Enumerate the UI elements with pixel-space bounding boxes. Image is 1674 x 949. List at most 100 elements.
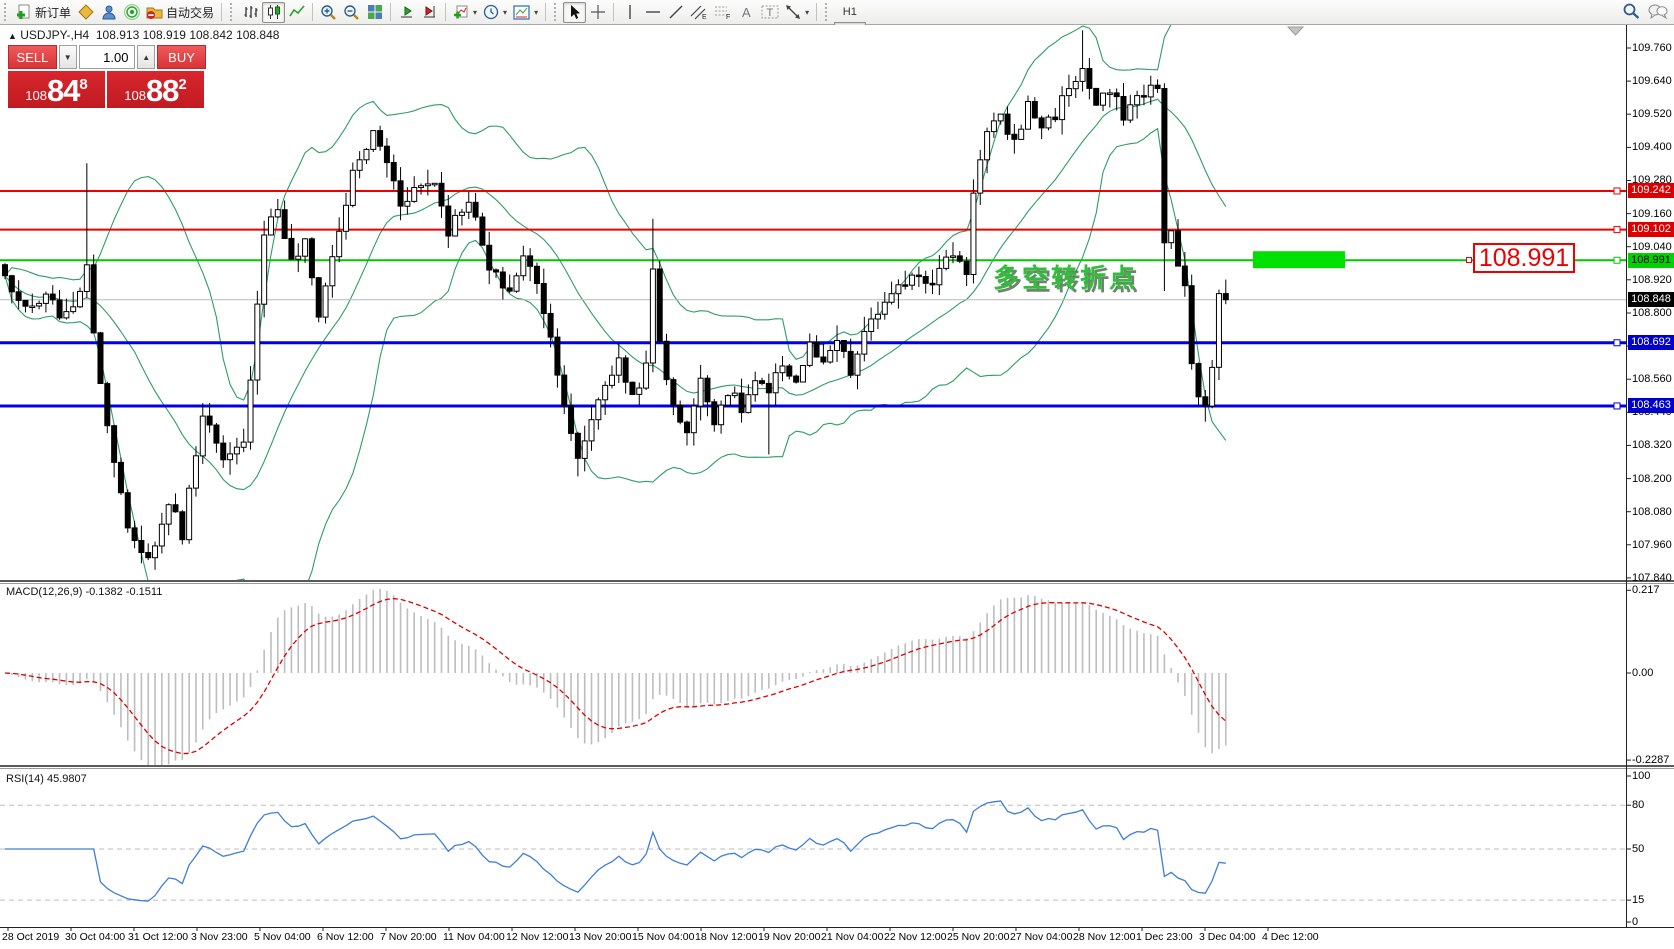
fibonacci-button[interactable]: F — [711, 2, 735, 23]
horizontal-line-icon — [645, 11, 660, 13]
macd-scale-label: 0.00 — [1632, 667, 1654, 679]
time-axis-label: 3 Nov 23:00 — [191, 931, 248, 943]
equidistant-channel-button[interactable]: E — [687, 2, 711, 23]
price-badge-108.991: 108.991 — [1628, 252, 1674, 268]
volume-up-button[interactable]: ▲ — [137, 45, 156, 69]
chart-shift-icon — [423, 6, 435, 18]
signal-icon — [123, 4, 140, 20]
time-axis-label: 28 Oct 2019 — [2, 931, 60, 943]
hline-handle[interactable] — [1613, 256, 1621, 264]
price-axis-label: 108.800 — [1632, 306, 1672, 319]
sell-price-box[interactable]: 108 84 8 — [8, 71, 105, 108]
line-chart-icon — [288, 5, 305, 17]
vertical-line-button[interactable] — [618, 2, 641, 23]
text-a-icon: A — [742, 5, 751, 20]
toolbar-grip[interactable] — [4, 3, 10, 21]
price-axis-label: 108.560 — [1632, 373, 1672, 386]
text-label-button[interactable]: T — [758, 2, 782, 23]
text-button[interactable]: A — [735, 2, 758, 23]
svg-text:F: F — [726, 14, 730, 20]
templates-button[interactable]: ▾ — [510, 2, 541, 23]
price-tag-label[interactable]: 108.991 — [1473, 243, 1575, 273]
time-axis-label: 1 Dec 23:00 — [1136, 931, 1193, 943]
sell-button[interactable]: SELL — [8, 45, 57, 69]
sell-price-prefix: 108 — [25, 88, 47, 103]
toolbar-grip[interactable] — [230, 3, 236, 21]
volume-input[interactable]: 1.00 — [78, 45, 136, 69]
toolbar-grip[interactable] — [554, 3, 560, 21]
auto-scroll-button[interactable] — [395, 2, 418, 23]
text-label-icon: T — [761, 5, 779, 19]
shapes-button[interactable]: ▾ — [782, 2, 812, 23]
new-order-button[interactable]: 新订单 — [13, 2, 74, 23]
time-axis-label: 13 Nov 20:00 — [569, 931, 632, 943]
price-axis-label: 108.200 — [1632, 472, 1672, 485]
time-axis-label: 28 Nov 12:00 — [1073, 931, 1136, 943]
price-axis-label: 109.040 — [1632, 240, 1672, 253]
rsi-label: RSI(14) 45.9807 — [6, 773, 87, 785]
price-badge-108.463: 108.463 — [1628, 398, 1674, 414]
chart-shift-marker[interactable] — [1286, 26, 1305, 36]
symbol-title: USDJPY-,H4 — [20, 28, 90, 42]
zoom-out-button[interactable] — [340, 2, 363, 23]
vertical-line-icon — [628, 5, 631, 19]
sell-price-sup: 8 — [79, 76, 88, 93]
time-axis-label: 19 Nov 20:00 — [758, 931, 821, 943]
svg-text:E: E — [702, 14, 707, 20]
price-axis-label: 109.640 — [1632, 75, 1672, 88]
signal-button[interactable] — [120, 2, 143, 23]
collapse-trade-panel-icon[interactable]: ▲ — [8, 31, 17, 41]
time-axis-label: 4 Dec 12:00 — [1262, 931, 1319, 943]
trendline-button[interactable] — [664, 2, 687, 23]
hline-handle[interactable] — [1613, 402, 1621, 410]
time-axis-label: 25 Nov 20:00 — [947, 931, 1010, 943]
cursor-button[interactable] — [563, 1, 587, 23]
new-order-icon — [17, 4, 30, 19]
market-watch-button[interactable] — [74, 2, 97, 23]
line-chart-button[interactable] — [285, 2, 308, 23]
zoom-in-button[interactable] — [317, 2, 340, 23]
periods-button[interactable]: ▾ — [480, 2, 510, 23]
price-axis-label: 108.080 — [1632, 505, 1672, 518]
price-tag-anchor[interactable] — [1466, 257, 1472, 263]
candlestick-chart-button[interactable] — [262, 1, 286, 23]
time-axis-label: 30 Oct 04:00 — [65, 931, 126, 943]
search-icon[interactable] — [1622, 2, 1640, 20]
indicators-button[interactable]: ▾ — [450, 2, 480, 23]
crosshair-button[interactable] — [586, 2, 609, 23]
hline-handle[interactable] — [1613, 226, 1621, 234]
toolbar-grip[interactable] — [825, 3, 831, 21]
macd-histogram — [11, 588, 1227, 765]
buy-price-box[interactable]: 108 88 2 — [107, 71, 204, 108]
market-watch-icon — [77, 4, 94, 20]
time-axis-label: 31 Oct 12:00 — [128, 931, 189, 943]
time-axis-label: 6 Nov 12:00 — [317, 931, 374, 943]
volume-down-button[interactable]: ▼ — [58, 45, 77, 69]
chart-annotation-text[interactable]: 多空转折点 — [993, 263, 1139, 293]
auto-trading-button[interactable]: 自动交易 — [143, 2, 217, 23]
candlestick-chart-icon — [267, 5, 280, 19]
template-icon — [513, 4, 530, 20]
green-highlight-rect[interactable] — [1253, 251, 1345, 269]
buy-price-prefix: 108 — [124, 88, 146, 103]
chart-window[interactable]: ▲ USDJPY-,H4 108.913 108.919 108.842 108… — [0, 25, 1674, 949]
bars-chart-icon — [244, 6, 258, 18]
price-axis-label: 107.840 — [1632, 571, 1672, 584]
buy-button[interactable]: BUY — [157, 45, 206, 69]
chart-canvas[interactable] — [0, 25, 1674, 949]
price-badge-109.102: 109.102 — [1628, 222, 1674, 238]
chat-icon[interactable] — [1648, 2, 1668, 20]
tile-windows-button[interactable] — [363, 2, 386, 23]
navigator-button[interactable] — [97, 2, 120, 23]
cursor-icon — [570, 5, 580, 19]
hline-handle[interactable] — [1613, 339, 1621, 347]
ohlc-close: 108.848 — [236, 28, 280, 42]
ohlc-high: 108.919 — [142, 28, 186, 42]
horizontal-line-button[interactable] — [641, 2, 664, 23]
time-axis-label: 15 Nov 04:00 — [632, 931, 695, 943]
hline-handle[interactable] — [1613, 187, 1621, 195]
bars-chart-button[interactable] — [239, 2, 262, 23]
timeframe-h1[interactable]: H1 — [842, 6, 857, 18]
chart-shift-button[interactable] — [418, 2, 441, 23]
buy-price-big: 88 — [145, 73, 179, 108]
